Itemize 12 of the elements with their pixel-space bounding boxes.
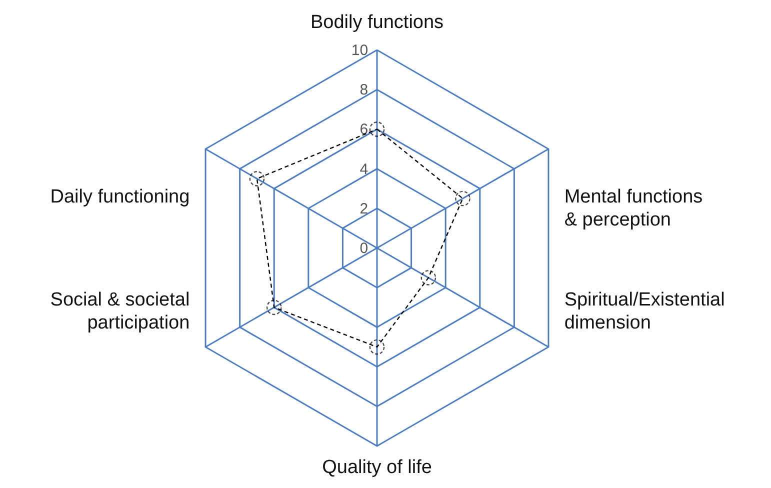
y-tick-label: 0 xyxy=(360,240,368,257)
spoke-label: Mental functions & perception xyxy=(564,186,703,231)
y-tick-label: 4 xyxy=(360,160,368,178)
y-tick-label: 10 xyxy=(351,42,368,59)
spoke-label: Bodily functions xyxy=(310,12,444,34)
spoke-label: Daily functioning xyxy=(50,186,190,208)
spoke-label: Social & societal participation xyxy=(50,289,190,334)
spoke-label: Spiritual/Existential dimension xyxy=(564,289,725,334)
spoke-label: Quality of life xyxy=(322,456,432,478)
y-tick-label: 8 xyxy=(360,82,368,99)
y-tick-label: 6 xyxy=(360,121,368,138)
y-tick-label: 2 xyxy=(360,200,368,218)
